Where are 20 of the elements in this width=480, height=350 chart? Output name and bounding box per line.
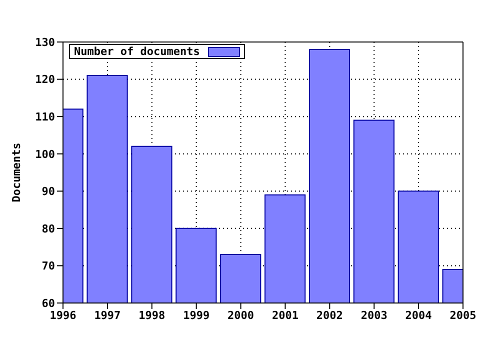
x-tick-label: 2002 [316, 308, 343, 322]
x-tick-label: 2005 [450, 308, 476, 322]
x-tick-label: 1998 [138, 308, 166, 322]
y-tick-label: 70 [42, 260, 55, 273]
legend-label: Number of documents [74, 45, 200, 58]
y-axis-title: Documents [10, 142, 23, 202]
x-tick-label: 2003 [360, 308, 388, 322]
x-tick-label: 1997 [94, 308, 121, 322]
x-tick-label: 1996 [50, 308, 77, 322]
x-tick-label: 2001 [272, 308, 299, 322]
y-tick-label: 130 [35, 36, 55, 49]
y-tick-label: 120 [35, 73, 55, 86]
y-tick-label: 80 [42, 222, 55, 236]
y-tick-label: 100 [35, 148, 55, 161]
y-tick-label: 60 [42, 296, 55, 310]
y-tick-label: 110 [35, 110, 55, 124]
x-tick-label: 2000 [228, 308, 254, 322]
y-tick-label: 90 [42, 185, 55, 198]
x-tick-label: 2004 [405, 308, 432, 322]
x-tick-label: 1999 [183, 308, 210, 322]
